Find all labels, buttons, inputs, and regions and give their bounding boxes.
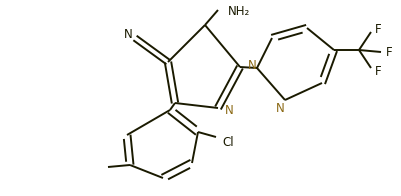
Text: NH₂: NH₂ — [228, 5, 250, 17]
Text: N: N — [248, 58, 257, 72]
Text: N: N — [124, 27, 132, 41]
Text: N: N — [225, 103, 234, 116]
Text: Cl: Cl — [222, 135, 234, 149]
Text: F: F — [386, 45, 393, 58]
Text: F: F — [375, 64, 382, 77]
Text: N: N — [275, 102, 284, 114]
Text: F: F — [375, 23, 382, 35]
